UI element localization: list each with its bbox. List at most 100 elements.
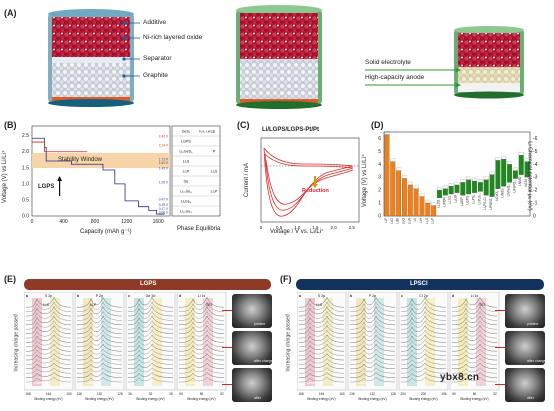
xps-spectrum	[451, 348, 498, 356]
xps-spectrum	[76, 296, 123, 308]
panel-d-ytick: 0	[378, 214, 381, 220]
panel-d-bar-ext	[407, 181, 413, 186]
xps-shade	[203, 298, 213, 386]
xps-tag: d	[452, 294, 454, 298]
panel-d-bar-ext	[477, 179, 483, 183]
xps-spectrum	[400, 372, 447, 378]
panel-e-label: (E)	[4, 274, 16, 284]
panel-b-marker-arrowhead	[57, 176, 63, 181]
xps-tick: 204	[400, 392, 406, 396]
xps-spectrum	[178, 320, 225, 330]
panel-f-xps: a S 2p Li₂S LPSCl 168 164 160 Binding energy (e…	[297, 292, 500, 401]
xps-spectrum	[76, 306, 123, 317]
panel-c-cv-curves	[263, 147, 354, 217]
panel-d-bar	[384, 134, 390, 217]
xps-tag: d	[179, 294, 181, 298]
xps-shade	[83, 298, 93, 386]
xps-tag: b	[350, 294, 352, 298]
panel-b-step-curve	[32, 137, 165, 215]
panel-e-title: LGPS	[140, 281, 157, 287]
xps-element: Li 1s	[471, 294, 479, 298]
panel-b-phase-side: Li₃P	[211, 190, 218, 194]
xps-spectrum	[451, 343, 498, 352]
xps-tick: 52	[220, 392, 224, 396]
panel-c-xtick: 1.0	[294, 225, 301, 230]
photo-arrow	[222, 347, 232, 348]
cell-solid-state	[236, 5, 322, 109]
panel-d-bar	[448, 186, 454, 195]
panel-b-phase-name: Li₁₅Ge₄	[180, 210, 192, 214]
xps-subpanel: b P 2p Li₃P LGPS 136 132 128 Binding energy (eV…	[74, 292, 125, 401]
xps-tag: b	[77, 294, 79, 298]
panel-c-cv-cycle	[263, 147, 354, 217]
xps-spectrum	[25, 329, 72, 339]
panel-b-xlabel: Capacity (mAh g⁻¹)	[80, 229, 132, 235]
sample-photo-label: after	[527, 396, 535, 400]
xps-spectrum	[178, 372, 225, 378]
panel-d-category: LiMn₂O₄	[507, 184, 511, 197]
xps-spectrum	[298, 348, 345, 356]
xps-spectrum	[178, 296, 225, 308]
xps-spectrum	[127, 325, 174, 334]
xps-spectrum	[25, 339, 72, 347]
xps-spectrum	[451, 325, 498, 334]
xps-spectrum	[400, 334, 447, 343]
xps-subpanel: c Ge 3d 36 32 28 Binding energy (eV)	[125, 292, 176, 401]
xps-spectrum	[400, 296, 447, 308]
xps-shade	[356, 298, 366, 386]
panel-d-category: LiNiO₂	[501, 188, 505, 198]
xps-xlabel: Binding energy (eV)	[307, 397, 335, 401]
photo-arrow	[495, 347, 505, 348]
xps-spectrum	[451, 320, 498, 330]
xps-tick: 164	[319, 392, 325, 396]
panel-d-bar	[396, 170, 402, 217]
xps-spectrum	[298, 367, 345, 374]
panel-d-bar-ext	[495, 157, 501, 161]
xps-sub-label: LPSCl	[358, 381, 367, 385]
panel-d-bar	[466, 179, 472, 195]
panel-c-xtick: 0	[260, 225, 263, 230]
panel-b-ytick: 2.0	[22, 149, 29, 155]
callout-separator: Separator	[143, 55, 172, 62]
xps-subpanel: d Li 1s SEI LGPS 60 56 52 Binding energy (eV)	[176, 292, 227, 401]
panel-b-voltage-tag: 0.47 V	[159, 197, 169, 201]
panel-d-bar-ext	[437, 187, 442, 191]
xps-spectrum	[127, 320, 174, 330]
panel-d-category: Li₂O	[401, 217, 405, 224]
cell-high-capacity	[454, 26, 524, 99]
panel-e-ylabel: Increasing charge passed	[13, 314, 20, 372]
panel-c-xtick: 2.0	[330, 225, 337, 230]
panel-b-xtick: 400	[59, 219, 68, 225]
panel-d-bar-ext	[512, 167, 518, 171]
panel-d-bar	[472, 181, 477, 193]
panel-b-ylabel: Voltage (V) vs Li/Li⁺	[2, 149, 9, 204]
xps-spectrum	[451, 306, 498, 317]
xps-spectrum	[349, 339, 396, 347]
xps-element: P 2p	[369, 294, 376, 298]
xps-tick: 168	[298, 392, 304, 396]
xps-spectrum	[178, 343, 225, 352]
panel-b-ytick: 1.0	[22, 181, 29, 187]
panel-c-cv-cycle	[264, 153, 354, 211]
callout-ni-rich: Ni-rich layered oxide	[143, 34, 203, 41]
panel-d-category: LiFePO₄	[512, 180, 516, 193]
panel-d-bar-ext	[460, 179, 466, 183]
xps-spectrum	[451, 358, 498, 365]
xps-element: Li 1s	[198, 294, 206, 298]
panel-d-bar	[507, 164, 512, 183]
xps-spectrum	[349, 306, 396, 317]
xps-element: S 2p	[318, 294, 325, 298]
xps-spectrum	[178, 348, 225, 356]
panel-b-phase-name: LGPS	[181, 140, 191, 144]
xps-spectrum	[76, 339, 123, 347]
panel-d-category: LiCoO₂	[495, 190, 499, 201]
xps-spectrum	[349, 367, 396, 374]
sample-photo	[232, 331, 272, 365]
xps-spectrum	[349, 348, 396, 356]
panel-b-phase-name: Li₃P	[183, 170, 190, 174]
xps-xlabel: Binding energy (eV)	[409, 397, 437, 401]
xps-tick: 60	[179, 392, 183, 396]
xps-spectrum	[178, 325, 225, 334]
panel-d-ylabel: Voltage (V) vs Li/Li⁺	[362, 153, 369, 208]
panel-b-phase-name: Li₉Ge₄	[181, 200, 192, 204]
